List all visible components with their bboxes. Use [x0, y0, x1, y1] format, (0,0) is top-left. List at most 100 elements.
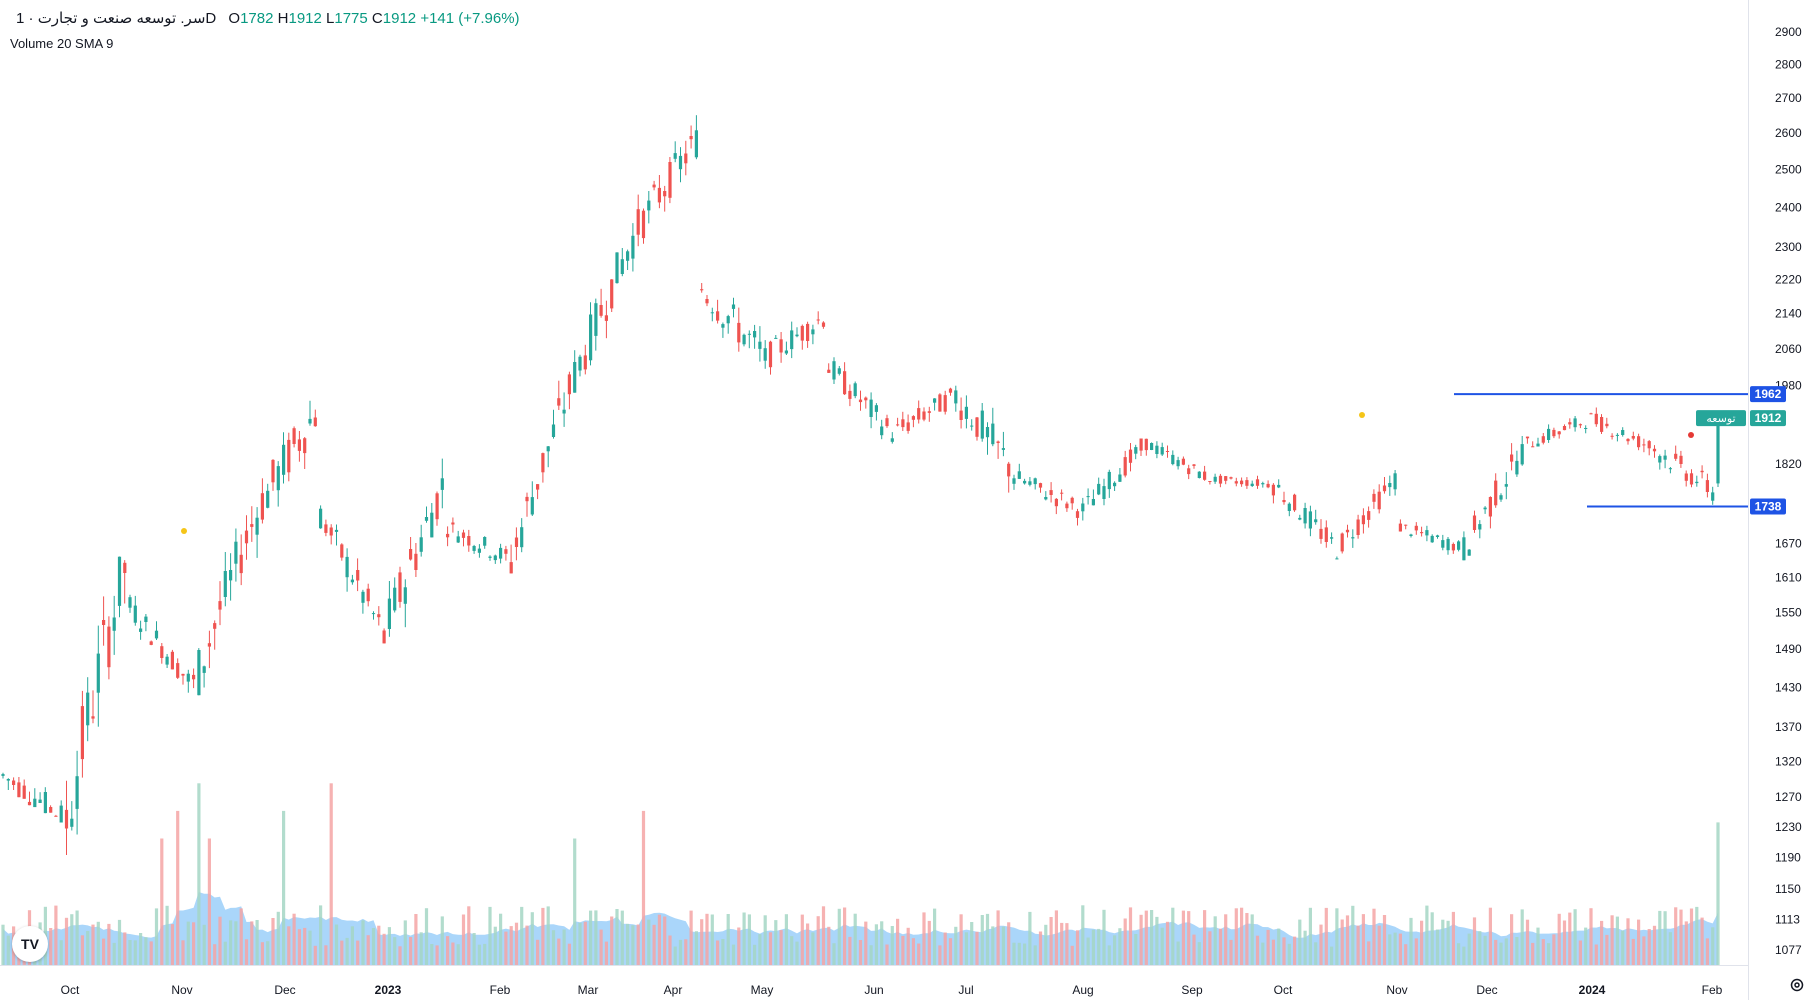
candle-body — [583, 355, 587, 370]
candle-body — [461, 532, 466, 538]
volume-bar — [573, 838, 577, 965]
candle-body — [1568, 422, 1572, 425]
volume-bar — [282, 810, 286, 965]
candle-body — [1001, 448, 1005, 450]
x-tick-label: Apr — [664, 983, 683, 997]
volume-bar — [837, 908, 841, 965]
volume-bar — [292, 913, 296, 965]
volume-bar — [700, 919, 704, 965]
candle-body — [636, 209, 640, 235]
candle-body — [1541, 436, 1545, 443]
candle-body — [821, 322, 826, 327]
last-price-badge — [1750, 410, 1786, 427]
candle-body — [1499, 495, 1503, 500]
candle-body — [668, 162, 672, 198]
candle-body — [1631, 436, 1635, 439]
candle-body — [901, 419, 905, 428]
volume-bar — [409, 937, 413, 965]
candle-body — [133, 605, 137, 623]
volume-bar — [896, 918, 900, 965]
candle-body — [1552, 429, 1556, 437]
candle-body — [858, 399, 863, 403]
candle-body — [1610, 435, 1614, 437]
candle-body — [324, 524, 328, 533]
volume-bar — [1425, 905, 1429, 965]
candle-body — [6, 779, 10, 781]
volume-bar — [154, 908, 159, 965]
candle-body — [589, 314, 593, 361]
candle-body — [1621, 430, 1625, 435]
volume-bar — [880, 921, 884, 965]
volume-bar — [102, 938, 106, 965]
volume-bar — [943, 932, 947, 965]
volume-bar — [938, 945, 942, 965]
volume-bar — [536, 939, 540, 965]
volume-bar — [504, 931, 508, 965]
candle-body — [885, 418, 889, 427]
candle-body — [1642, 444, 1646, 446]
candle-body — [1684, 473, 1688, 481]
candle-body — [779, 339, 783, 353]
volume-bar — [266, 941, 270, 965]
candle-body — [176, 663, 180, 678]
candle-body — [504, 549, 508, 554]
volume-bar — [1028, 911, 1032, 965]
tradingview-logo[interactable]: TV — [12, 926, 48, 962]
volume-bar — [1388, 934, 1392, 965]
volume-bar — [964, 932, 968, 965]
volume-bar — [684, 939, 688, 965]
candle-body — [398, 572, 402, 602]
candle-body — [573, 362, 577, 393]
candle-body — [1679, 455, 1683, 464]
volume-bar — [1467, 933, 1471, 965]
candle-body — [1287, 503, 1291, 511]
candle-body — [446, 533, 450, 538]
candle-body — [350, 579, 354, 583]
volume-bar — [1472, 917, 1477, 965]
volume-bar — [186, 921, 190, 965]
volume-bar — [747, 914, 751, 965]
volume-bar — [419, 932, 423, 965]
candle-body — [1430, 535, 1434, 543]
volume-bar — [350, 926, 354, 965]
candle-body — [1139, 438, 1143, 451]
candle-body — [626, 251, 630, 261]
signal-marker-yellow — [1359, 412, 1365, 418]
candle-body — [1377, 491, 1381, 510]
candle-body — [303, 438, 307, 454]
volume-bar — [1568, 912, 1572, 965]
volume-bar — [578, 922, 582, 965]
volume-bar — [562, 929, 566, 965]
volume-bar — [1679, 909, 1683, 965]
candle-body — [1520, 444, 1524, 465]
volume-bar — [551, 930, 556, 965]
volume-bar — [737, 927, 741, 965]
volume-bar — [1652, 925, 1657, 965]
volume-bar — [917, 943, 921, 965]
volume-bar — [1689, 908, 1694, 965]
volume-bar — [361, 920, 365, 965]
candle-body — [345, 556, 349, 578]
volume-bar — [1139, 914, 1143, 965]
candle-body — [705, 299, 709, 304]
candle-body — [753, 331, 757, 338]
volume-bar — [250, 921, 254, 965]
volume-bar — [1584, 927, 1588, 965]
symbol-name[interactable]: سر. توسعه صنعت و تجارت — [37, 10, 206, 27]
candle-body — [652, 184, 656, 188]
candle-body — [435, 493, 439, 520]
volume-bar — [234, 921, 238, 965]
candle-body — [1557, 431, 1561, 435]
volume-bar — [1128, 907, 1133, 965]
candle-body — [716, 311, 720, 321]
volume-bar — [377, 925, 381, 965]
settings-gear-icon[interactable] — [1789, 977, 1805, 993]
candle-body — [1547, 428, 1551, 440]
volume-bar — [366, 935, 370, 965]
volume-indicator-label[interactable]: Volume 20 SMA 9 — [10, 36, 114, 51]
volume-bar — [1695, 906, 1699, 965]
candle-body — [1420, 532, 1424, 534]
timeframe-label[interactable]: · 1D — [16, 10, 217, 27]
